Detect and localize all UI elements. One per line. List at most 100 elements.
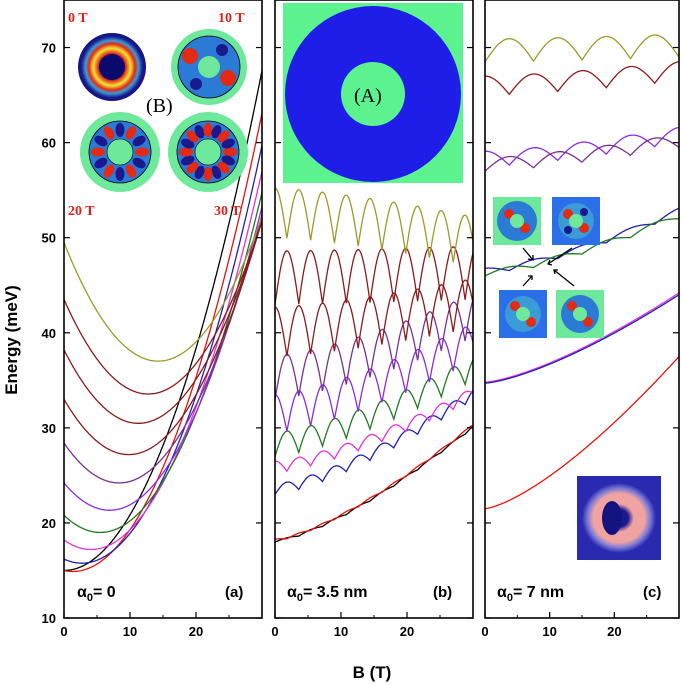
panel-a: 0 10 20 10 20 30 40 50 60 70: [42, 0, 263, 639]
x-tick-label: 0: [271, 624, 278, 639]
wavefunction-lobe: [91, 147, 105, 157]
wavefunction-lobe: [221, 138, 235, 149]
panel-a-curves: [64, 70, 262, 573]
x-tick-label: 10: [123, 624, 137, 639]
y-tick-label: 10: [42, 611, 56, 626]
panel-b-ticks: 0 10 20: [271, 46, 473, 639]
energy-band-0: [485, 356, 679, 510]
wavefunction-lobe: [179, 147, 193, 157]
wavefunction-lobe: [115, 167, 125, 181]
wavefunction-lobe: [132, 135, 146, 147]
energy-level-l=7: [64, 219, 262, 456]
wavefunction-lobe: [181, 155, 195, 166]
density-inset: [577, 476, 661, 560]
x-axis-title: B (T): [353, 663, 392, 682]
panel-c-curves: [485, 34, 679, 510]
energy-band-4: [275, 359, 473, 457]
energy-band-8: [485, 34, 679, 63]
energy-band-5: [275, 326, 473, 432]
energy-level-l=1: [64, 113, 262, 573]
wavefunction-lobe: [211, 125, 222, 139]
panel-b-curves: [275, 187, 473, 543]
panel-c: 0 10 20: [481, 0, 680, 639]
energy-level-l=2: [64, 145, 262, 564]
energy-band-1: [275, 424, 473, 540]
y-tick-label: 70: [42, 41, 56, 56]
y-tick-label: 30: [42, 421, 56, 436]
energy-band-6: [485, 137, 679, 172]
panel-b: 0 10 20 (A) α0= 3.5 nm (b): [271, 0, 474, 639]
x-tick-label: 20: [607, 624, 621, 639]
energy-band-2: [485, 294, 679, 384]
panel-c-label: (c): [643, 584, 661, 601]
wavefunction-lobe: [203, 167, 213, 181]
energy-band-7: [275, 279, 473, 357]
wavefunction-lobe: [211, 165, 222, 179]
panel-c-ticks: 0 10 20: [481, 46, 679, 639]
energy-band-6: [275, 299, 473, 400]
wavefunction-lobe: [103, 126, 115, 140]
inset-c-wavefunctions: [493, 197, 661, 560]
wavefunction-30T: [168, 112, 248, 192]
energy-band-9: [275, 187, 473, 263]
inset-b-label: (B): [146, 95, 173, 117]
field-label-20T: 20 T: [68, 204, 95, 219]
energy-band-8: [275, 246, 473, 305]
energy-level-l=9: [64, 221, 262, 395]
field-label-10T: 10 T: [218, 11, 245, 26]
wavefunction-lobe: [221, 155, 235, 166]
x-tick-label: 20: [189, 624, 203, 639]
energy-level-l=0: [64, 70, 262, 572]
wavefunction-0T-core: [99, 54, 125, 80]
wavefunction-lobe: [194, 165, 205, 179]
energy-level-l=4: [64, 192, 262, 534]
field-label-0T: 0 T: [68, 11, 88, 26]
energy-level-l=6: [64, 214, 262, 484]
wavefunction-lobe: [132, 157, 146, 169]
energy-level-l=5: [64, 206, 262, 511]
y-tick-label: 40: [42, 326, 56, 341]
x-tick-label: 20: [400, 624, 414, 639]
energy-band-3: [275, 390, 473, 473]
field-label-30T: 30 T: [214, 204, 241, 219]
wavefunction-c-3: [499, 290, 547, 338]
inset-a-label: (A): [354, 85, 382, 107]
energy-band-0: [275, 425, 473, 543]
y-axis-title: Energy (meV): [2, 285, 21, 395]
wavefunction-lobe: [181, 138, 195, 149]
energy-band-7: [485, 61, 679, 96]
panel-a-alpha: α0= 0: [77, 584, 116, 604]
panel-b-alpha: α0= 3.5 nm: [287, 584, 367, 604]
inset-b-wavefunctions: 0 T 10 T 20 T 30 T (B): [68, 11, 248, 219]
y-axis-label: Energy (meV): [2, 285, 21, 395]
wavefunction-lobe: [94, 135, 108, 147]
wavefunction-lobe: [217, 161, 230, 174]
wavefunction-lobe: [217, 130, 230, 143]
wavefunction-lobe: [223, 147, 237, 157]
y-tick-label: 50: [42, 231, 56, 246]
energy-level-l=10: [64, 216, 262, 362]
x-tick-label: 0: [60, 624, 67, 639]
wavefunction-lobe: [186, 130, 199, 143]
x-tick-label: 0: [481, 624, 488, 639]
wavefunction-c-4: [556, 290, 604, 338]
panel-c-alpha: α0= 7 nm: [497, 584, 564, 604]
energy-band-2: [275, 389, 473, 495]
wavefunction-lobe: [103, 164, 115, 178]
panel-a-ticks: 0 10 20 10 20 30 40 50 60 70: [42, 41, 262, 639]
panel-a-label: (a): [225, 584, 243, 601]
wavefunction-10T: [171, 29, 247, 105]
energy-level-l=8: [64, 220, 262, 424]
wavefunction-20T: [80, 112, 160, 192]
inset-a-ring-geometry: (A): [283, 3, 463, 183]
y-tick-label: 20: [42, 516, 56, 531]
wavefunction-lobe: [203, 123, 213, 137]
energy-level-l=3: [64, 171, 262, 551]
wavefunction-lobe: [125, 164, 137, 178]
wavefunction-lobe: [194, 125, 205, 139]
energy-band-4: [485, 218, 679, 277]
crossing-arrows: [522, 247, 575, 287]
energy-band-5: [485, 126, 679, 167]
energy-band-1: [485, 292, 679, 383]
wavefunction-lobe: [135, 147, 149, 157]
